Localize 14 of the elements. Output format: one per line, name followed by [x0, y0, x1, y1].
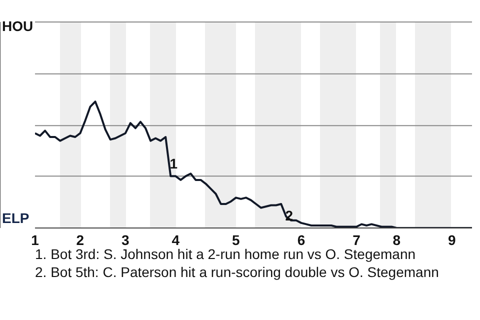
x-tick-label: 5: [232, 232, 240, 248]
x-tick-label: 8: [392, 232, 401, 248]
text: 1. Bot 3rd: S. Johnson hit a 2-run home run vs O. Stegemann: [35, 246, 417, 263]
text: 2. Bot 5th: C. Paterson hit a run-scoring double vs O. Stegemann: [35, 263, 439, 281]
x-tick-label: 6: [297, 232, 306, 248]
x-tick-label: 7: [352, 232, 361, 248]
text: ELP: [2, 210, 30, 226]
x-tick-label: 1: [31, 232, 40, 248]
x-tick-label: 9: [448, 232, 456, 248]
x-tick-label: 3: [122, 232, 130, 248]
x-tick-label: 2: [76, 232, 84, 248]
x-tick-label: 4: [172, 232, 180, 248]
annotation: 1: [170, 156, 178, 172]
text: HOU: [2, 18, 34, 34]
